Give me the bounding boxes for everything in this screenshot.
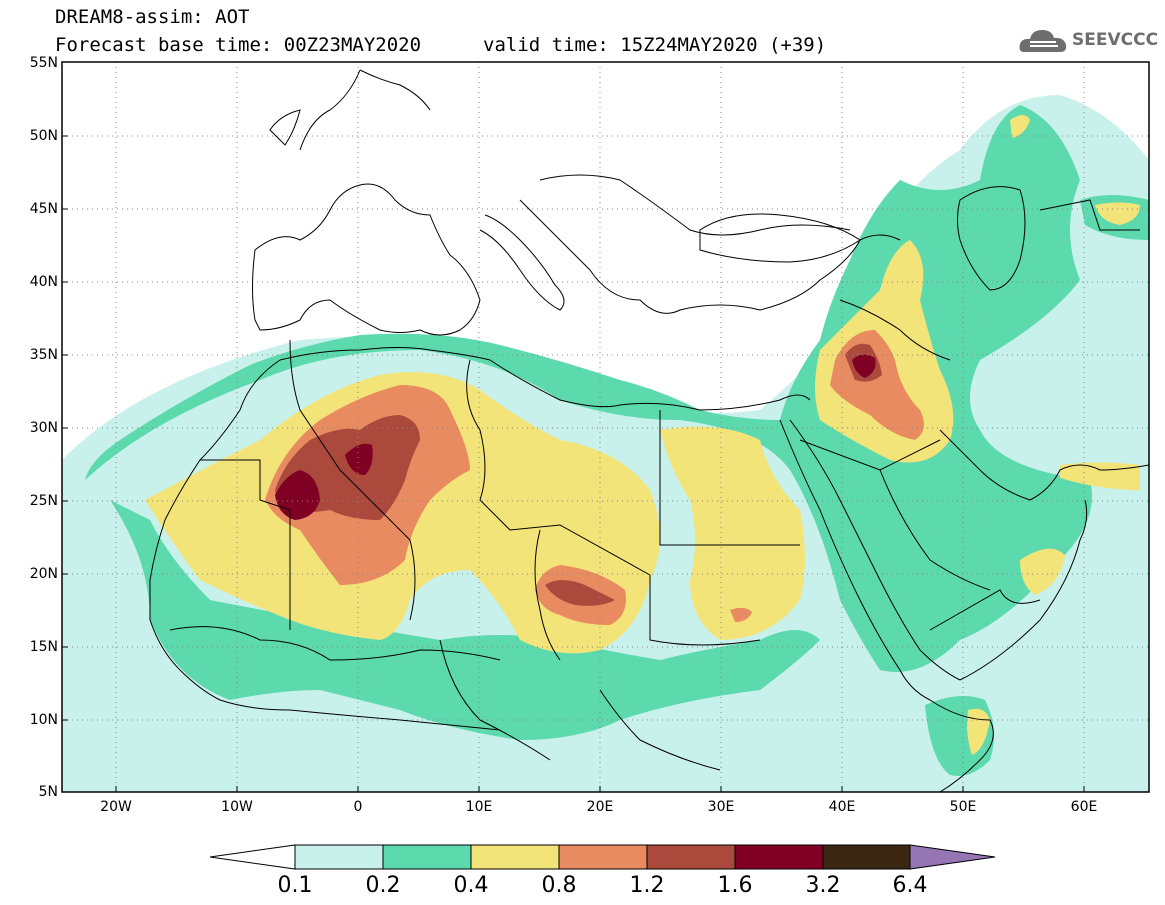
colorbar-label: 0.2: [365, 873, 401, 898]
title-valid-time: valid time: 15Z24MAY2020 (+39): [483, 34, 827, 56]
lon-label: 20E: [586, 799, 614, 815]
lat-label: 20N: [29, 566, 58, 582]
lat-label: 10N: [29, 712, 58, 728]
logo-text: SEEVCCC: [1072, 30, 1159, 50]
coastlines: [149, 69, 1149, 792]
colorbar: [209, 844, 996, 870]
colorbar-bin-over: [909, 844, 996, 870]
colorbar-bin-2: [382, 844, 472, 870]
lat-label: 25N: [29, 493, 58, 509]
lat-label: 30N: [29, 420, 58, 436]
cloud-icon: [1019, 30, 1067, 52]
colorbar-label: 0.4: [453, 873, 489, 898]
title-product: DREAM8-assim: AOT: [55, 6, 250, 28]
lat-label: 50N: [29, 128, 58, 144]
lat-label: 15N: [29, 639, 58, 655]
lon-label: 0: [353, 799, 363, 815]
graticule: [62, 62, 1149, 792]
lon-label: 20W: [100, 799, 132, 815]
colorbar-label: 1.2: [629, 873, 665, 898]
colorbar-label: 0.8: [541, 873, 577, 898]
lat-label: 45N: [29, 201, 58, 217]
lon-label: 50E: [949, 799, 977, 815]
axis-ticks: [62, 135, 1085, 792]
lat-label: 40N: [29, 274, 58, 290]
colorbar-bin-1: [294, 844, 384, 870]
lon-label: 10W: [221, 799, 253, 815]
colorbar-bin-7: [822, 844, 911, 870]
colorbar-label: 0.1: [277, 873, 313, 898]
colorbar-bin-4: [558, 844, 648, 870]
lon-label: 10E: [465, 799, 493, 815]
aot-contours: [62, 95, 1149, 792]
aot-level-1-6: [275, 354, 876, 520]
plot-frame: [61, 61, 1150, 793]
colorbar-bin-3: [470, 844, 560, 870]
colorbar-label: 6.4: [892, 873, 928, 898]
colorbar-bin-under: [209, 844, 296, 870]
lon-label: 30E: [707, 799, 735, 815]
colorbar-label: 3.2: [805, 873, 841, 898]
colorbar-label: 1.6: [717, 873, 753, 898]
lat-label: 55N: [29, 55, 58, 71]
colorbar-bin-5: [646, 844, 736, 870]
title-base-time: Forecast base time: 00Z23MAY2020: [55, 34, 422, 56]
lon-label: 60E: [1070, 799, 1098, 815]
lon-label: 40E: [828, 799, 856, 815]
colorbar-bin-6: [734, 844, 824, 870]
lat-label: 35N: [29, 347, 58, 363]
lat-label: 5N: [38, 784, 58, 800]
